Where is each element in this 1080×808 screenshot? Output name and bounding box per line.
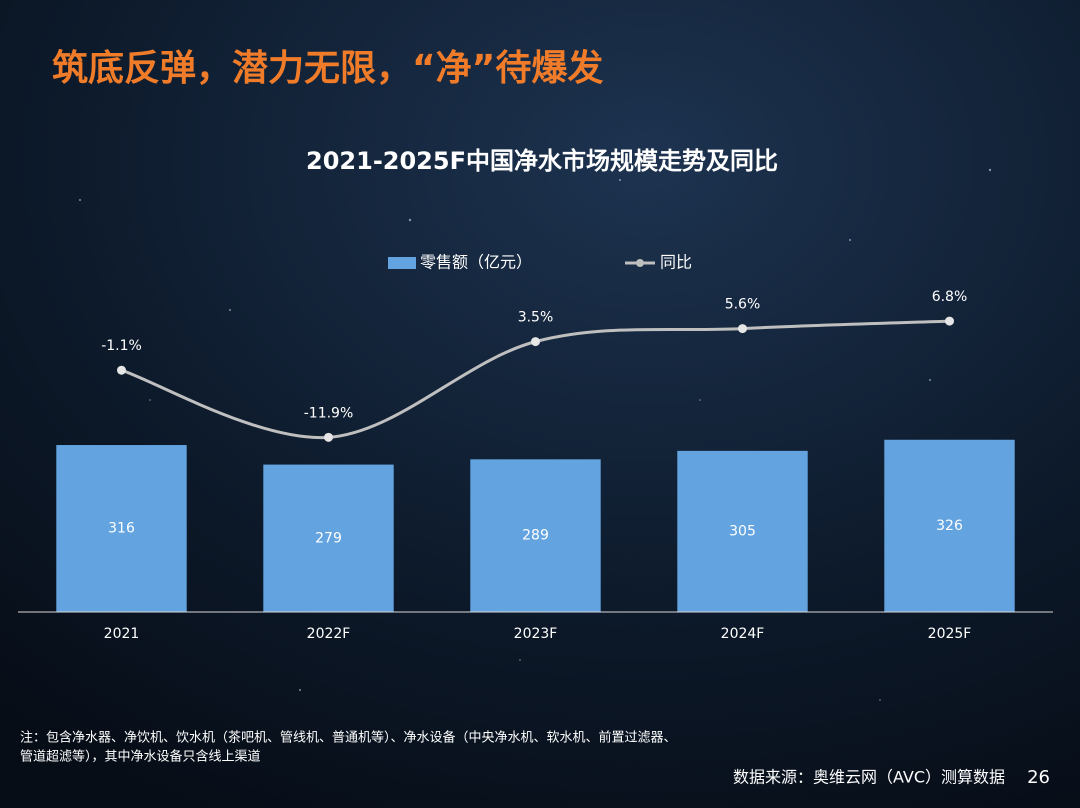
headline: 筑底反弹，潜力无限，“净”待爆发 [52, 48, 603, 89]
legend-swatch [388, 257, 416, 269]
line-point [117, 365, 126, 375]
bar [56, 445, 187, 612]
data-label: 3.5% [518, 310, 554, 326]
data-label: 305 [729, 523, 756, 539]
data-label: 279 [315, 530, 342, 546]
bar [677, 450, 808, 612]
bar [263, 464, 394, 612]
data-label: 316 [108, 521, 135, 537]
data-label: 5.6% [725, 297, 761, 313]
data-label: 289 [522, 528, 549, 544]
data-label: -11.9% [304, 405, 354, 421]
source: 数据来源：奥维云网（AVC）测算数据 [733, 768, 1005, 787]
legend-label: 零售额（亿元） [420, 253, 532, 272]
x-tick-label: 2021 [104, 626, 140, 642]
x-tick-label: 2023F [514, 626, 558, 642]
x-tick-label: 2024F [721, 626, 765, 642]
chart-title: 2021-2025F中国净水市场规模走势及同比 [306, 147, 778, 175]
bar [470, 459, 601, 612]
line-point [324, 432, 333, 442]
legend-label: 同比 [660, 253, 692, 272]
note-line: 注：包含净水器、净饮机、饮水机（茶吧机、管线机、普通机等）、净水设备（中央净水机… [20, 730, 677, 746]
line-point [531, 337, 540, 347]
page-number: 26 [1027, 767, 1050, 788]
bar [884, 439, 1015, 612]
stars [79, 168, 992, 701]
data-label: 6.8% [932, 289, 968, 305]
data-label: 326 [936, 518, 963, 534]
x-tick-label: 2025F [928, 626, 972, 642]
line-point [945, 316, 954, 326]
x-tick-label: 2022F [307, 626, 351, 642]
data-label: -1.1% [101, 338, 142, 354]
line-point [738, 324, 747, 334]
legend-swatch [636, 259, 644, 267]
note-line: 管道超滤等），其中净水设备只含线上渠道 [20, 749, 261, 765]
